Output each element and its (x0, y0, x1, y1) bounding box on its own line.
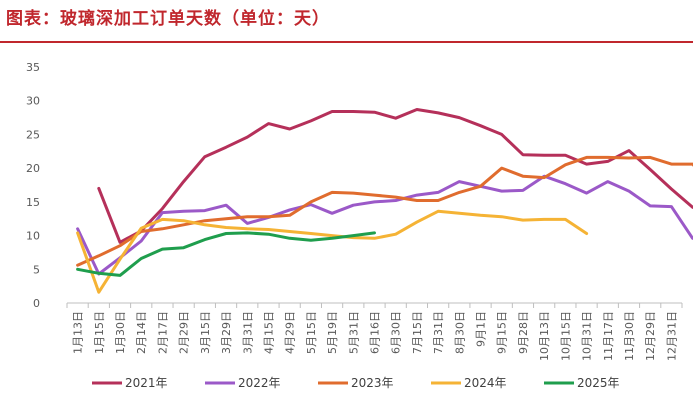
y-tick-label: 30 (26, 95, 40, 108)
legend-label: 2024年 (464, 376, 507, 390)
series-line-2021年 (97, 108, 693, 244)
y-tick-label: 5 (33, 263, 40, 276)
legend-item: 2025年 (544, 376, 620, 390)
series-line-2025年 (76, 231, 376, 277)
legend-label: 2021年 (125, 376, 168, 390)
x-tick-label: 7月15日 (411, 311, 424, 354)
chart-title: 图表：玻璃深加工订单天数（单位：天） (6, 9, 330, 29)
x-tick-label: 9月1日 (475, 311, 488, 347)
y-tick-label: 20 (26, 162, 40, 175)
y-tick-label: 25 (26, 128, 40, 141)
series-line-2023年 (76, 155, 693, 267)
x-tick-label: 5月31日 (347, 311, 360, 354)
legend-label: 2023年 (351, 376, 394, 390)
y-tick-label: 35 (26, 61, 40, 74)
y-tick-label: 0 (33, 297, 40, 310)
x-axis: 1月13日 1月15日 1月30日 2月14日 2月17日 2月29日 3月15日 3月29日… (66, 302, 683, 361)
legend-item: 2021年 (92, 376, 168, 390)
x-tick-label: 2月17日 (156, 311, 169, 354)
x-tick-label: 10月13日 (538, 311, 551, 361)
x-tick-label: 8月30日 (453, 311, 466, 354)
x-tick-label: 1月30日 (114, 311, 127, 354)
x-tick-label: 6月30日 (390, 311, 403, 354)
legend-label: 2025年 (577, 376, 620, 390)
x-tick-label: 10月31日 (581, 311, 594, 361)
x-tick-label: 4月15日 (262, 311, 275, 354)
legend-item: 2023年 (318, 376, 394, 390)
title-underline (0, 41, 693, 43)
x-tick-label: 9月15日 (496, 311, 509, 354)
x-tick-label: 3月15日 (199, 311, 212, 354)
x-tick-label: 6月16日 (369, 311, 382, 354)
y-tick-label: 15 (26, 196, 40, 209)
x-tick-label: 11月17日 (602, 311, 615, 361)
x-tick-label: 12月31日 (665, 311, 678, 361)
legend: 2021年 2022年 2023年 2024年 2025年 (92, 376, 620, 390)
x-tick-label: 2月29日 (178, 311, 191, 354)
y-tick-label: 10 (26, 230, 40, 243)
x-tick-label: 3月31日 (241, 311, 254, 354)
x-tick-label: 3月29日 (220, 311, 233, 354)
x-tick-label: 11月30日 (623, 311, 636, 361)
x-tick-label: 7月31日 (432, 311, 445, 354)
x-tick-label: 1月13日 (72, 311, 85, 354)
legend-item: 2024年 (431, 376, 507, 390)
series-line-2024年 (76, 209, 589, 294)
legend-item: 2022年 (205, 376, 281, 390)
legend-label: 2022年 (238, 376, 281, 390)
x-tick-label: 4月29日 (284, 311, 297, 354)
x-tick-label: 12月29日 (644, 311, 657, 361)
x-tick-label: 2月14日 (135, 311, 148, 354)
x-tick-label: 1月15日 (93, 311, 106, 354)
x-tick-label: 5月15日 (305, 311, 318, 354)
x-tick-label: 9月28日 (517, 311, 530, 354)
x-tick-label: 10月15日 (559, 311, 572, 361)
y-axis: 0 5 10 15 20 25 30 35 (26, 61, 40, 310)
series-layer (76, 108, 693, 294)
x-tick-label: 5月19日 (326, 311, 339, 354)
series-line-2022年 (76, 174, 693, 276)
